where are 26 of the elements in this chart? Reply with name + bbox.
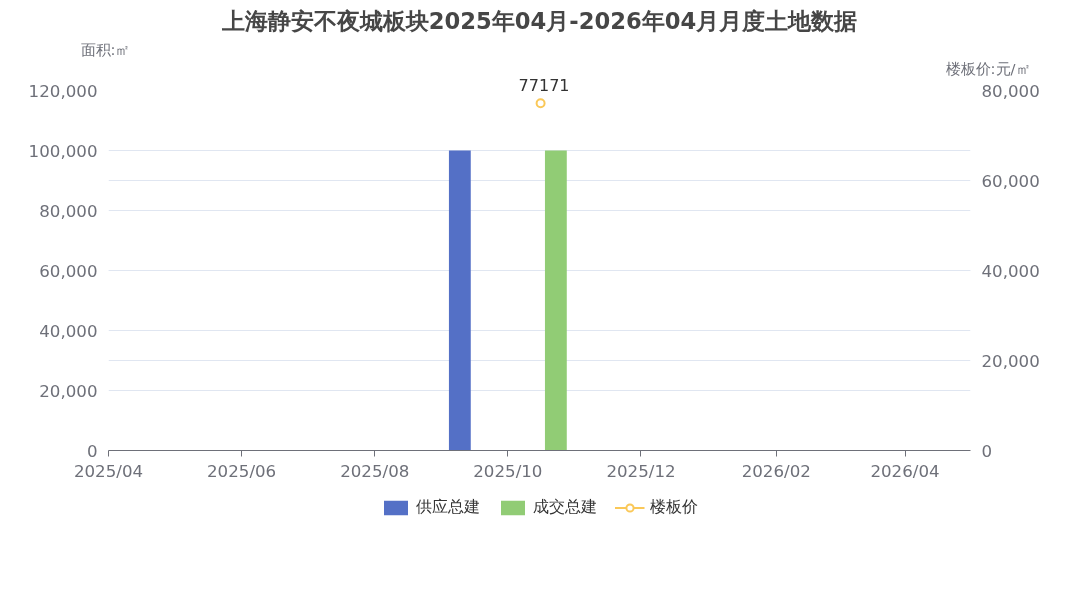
y-tick-label: 60,000 (39, 261, 98, 281)
x-tick-label: 2025/12 (606, 461, 676, 481)
legend-label: 楼板价 (649, 496, 698, 518)
x-tick-label: 2025/06 (207, 461, 277, 481)
chart-title: 上海静安不夜城板块2025年04月-2026年04月月度土地数据 (220, 7, 858, 34)
y-tick-label: 20,000 (39, 381, 98, 401)
y2-tick-label: 40,000 (981, 261, 1040, 281)
x-tick-label: 2026/02 (741, 461, 811, 481)
x-tick-label: 2025/04 (73, 461, 144, 481)
data-label: 77171 (518, 75, 570, 95)
y2-tick-label: 20,000 (981, 351, 1040, 371)
y2-tick-label: 80,000 (981, 81, 1040, 101)
y-tick-label: 0 (86, 441, 98, 461)
y-tick-label: 120,000 (28, 81, 98, 101)
x-tick-label: 2026/04 (870, 461, 940, 481)
x-tick-label: 2025/10 (473, 461, 543, 481)
legend-label: 成交总建 (532, 496, 597, 518)
legend-label: 供应总建 (415, 496, 480, 518)
y-tick-label: 80,000 (39, 201, 98, 221)
y-tick-label: 100,000 (28, 141, 98, 161)
y2-axis-title: 楼板价:元/㎡ (945, 59, 1031, 77)
y-tick-label: 40,000 (39, 321, 98, 341)
y2-tick-label: 0 (981, 441, 993, 461)
y-axis-title: 面积:㎡ (80, 40, 131, 58)
y2-tick-label: 60,000 (981, 171, 1040, 191)
x-tick-label: 2025/08 (340, 461, 410, 481)
